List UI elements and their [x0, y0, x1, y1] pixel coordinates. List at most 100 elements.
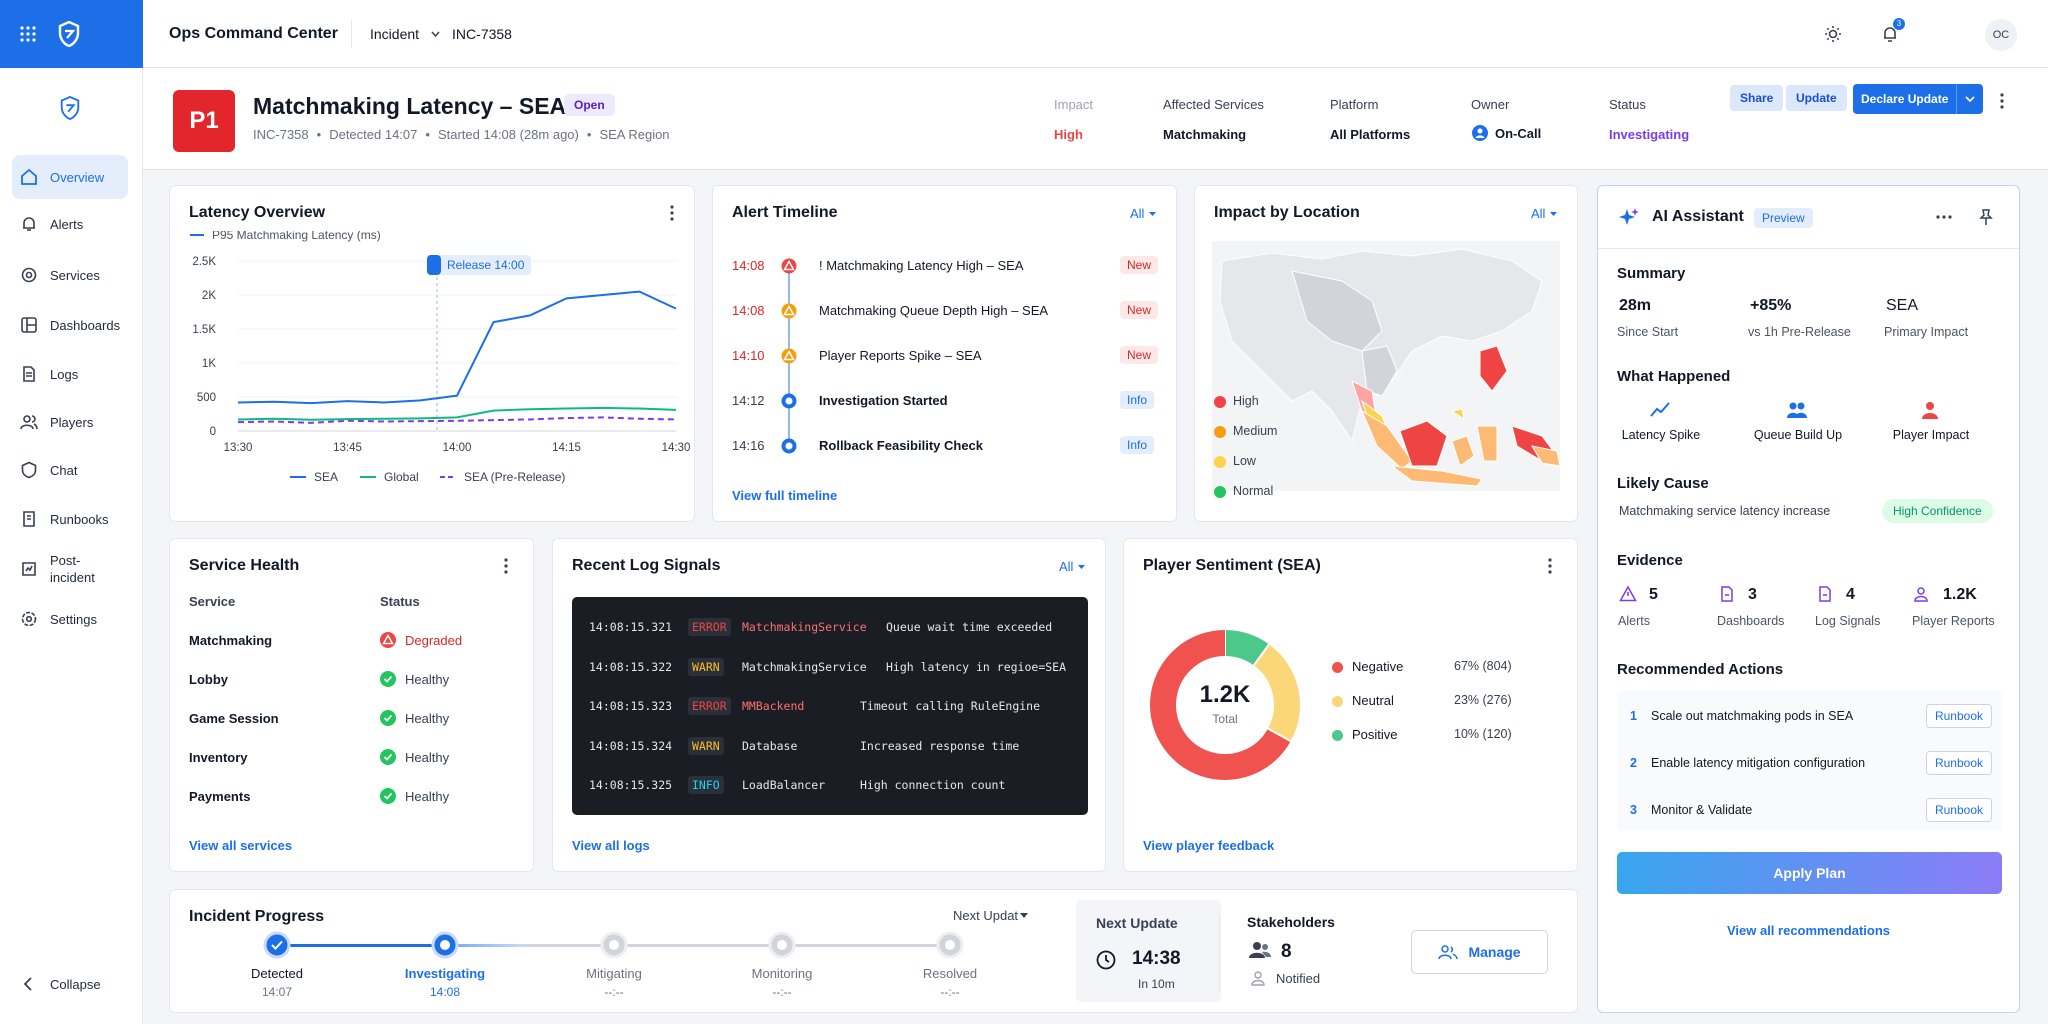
incident-detected: Detected 14:07 [329, 127, 418, 142]
chevron-down-icon[interactable] [1957, 84, 1983, 114]
sidebar-item-alerts[interactable]: Alerts [12, 202, 128, 246]
pin-icon[interactable] [1978, 208, 1994, 226]
log-row[interactable]: 14:08:15.324 WARN Database Increased respon… [572, 736, 1088, 755]
more-horizontal-icon[interactable] [1936, 214, 1952, 220]
legend-label: SEA [314, 470, 338, 484]
step-label: Resolved [922, 966, 978, 981]
card-title: Impact by Location [1214, 204, 1360, 221]
donut-slice-neutral[interactable] [1253, 644, 1300, 742]
avatar[interactable]: OC [1985, 19, 2017, 51]
log-console: 14:08:15.321 ERROR MatchmakingService Queue… [572, 597, 1088, 815]
slice-separator [1267, 727, 1292, 743]
users-icon [20, 415, 38, 430]
runbook-button[interactable]: Runbook [1925, 751, 1992, 775]
map-filter-dropdown[interactable]: All [1531, 206, 1558, 221]
donut-slice-positive[interactable] [1224, 630, 1270, 666]
sidebar-item-logs[interactable]: Logs [12, 352, 128, 396]
impact-label: Impact [1054, 97, 1094, 112]
sidebar-item-settings[interactable]: Settings [12, 597, 128, 641]
log-row[interactable]: 14:08:15.325 INFO LoadBalancer High connect… [572, 776, 1088, 794]
sidebar-item-services[interactable]: Services [12, 253, 128, 297]
owner-value[interactable]: On-Call [1472, 125, 1541, 141]
sidebar-item-post-incident[interactable]: Post-incident [12, 547, 132, 591]
timeline-item[interactable]: 14:16 Rollback Feasibility Check Info [713, 434, 1178, 460]
share-button[interactable]: Share [1730, 85, 1784, 111]
collapse-button[interactable]: Collapse [12, 962, 128, 1006]
recommended-action-item[interactable]: 1 Scale out matchmaking pods in SEA Runboo… [1617, 702, 2002, 730]
timeline-item[interactable]: 14:08 ! Matchmaking Latency High – SEA New [713, 254, 1178, 280]
donut-slice-negative[interactable] [1150, 630, 1291, 780]
timeline-item[interactable]: 14:08 Matchmaking Queue Depth High – SEA N… [713, 299, 1178, 325]
sidebar-item-runbooks[interactable]: Runbooks [12, 497, 128, 541]
view-full-timeline-link[interactable]: View full timeline [732, 488, 838, 503]
release-marker[interactable] [427, 255, 531, 275]
more-vertical-icon[interactable] [498, 557, 514, 575]
view-all-services-link[interactable]: View all services [189, 838, 293, 853]
legend-dot [1214, 426, 1226, 438]
step-resolved-node[interactable] [936, 931, 964, 959]
chevron-down-icon[interactable] [431, 31, 440, 37]
step-mitigating-node[interactable] [600, 931, 628, 959]
action-number: 2 [1630, 756, 1637, 770]
timeline-text: Matchmaking Queue Depth High – SEA [819, 303, 1049, 318]
view-all-logs-link[interactable]: View all logs [572, 838, 650, 853]
region-impact-map [1212, 241, 1560, 491]
runbook-button[interactable]: Runbook [1925, 798, 1992, 822]
sidebar-item-dashboards[interactable]: Dashboards [12, 303, 128, 347]
table-row[interactable]: Payments Healthy [170, 786, 535, 808]
y-tick-label: 1K [202, 358, 216, 370]
chart-title: P95 Matchmaking Latency (ms) [212, 231, 381, 242]
view-all-recommendations-link[interactable]: View all recommendations [1726, 923, 1891, 938]
step-monitoring-node[interactable] [768, 931, 796, 959]
more-vertical-icon[interactable] [1999, 92, 2005, 110]
clock-icon [1096, 950, 1116, 970]
log-row[interactable]: 14:08:15.323 ERROR MMBackend Timeout callin… [572, 697, 1088, 715]
what-happened-item[interactable]: Latency Spike [1601, 400, 1721, 450]
status-badge: Healthy [405, 789, 450, 804]
summary-value: SEA [1886, 297, 1919, 314]
x-tick-label: 14:30 [662, 442, 691, 454]
sidebar-item-overview[interactable]: Overview [12, 155, 128, 199]
status-badge: Healthy [405, 672, 450, 687]
table-row[interactable]: Inventory Healthy [170, 747, 535, 769]
update-button[interactable]: Update [1786, 85, 1847, 111]
apps-grid-icon[interactable] [20, 26, 36, 42]
what-happened-item[interactable]: Queue Build Up [1738, 400, 1858, 450]
timeline-time: 14:08 [732, 303, 765, 318]
timeline-badge: New [1120, 256, 1159, 274]
log-row[interactable]: 14:08:15.321 ERROR MatchmakingService Queue… [572, 618, 1088, 636]
what-happened-item[interactable]: Player Impact [1871, 400, 1991, 450]
app-title: Ops Command Center [169, 25, 338, 42]
timeline-item[interactable]: 14:10 Player Reports Spike – SEA New [713, 344, 1178, 370]
group-icon [1249, 942, 1271, 958]
timeline-filter-dropdown[interactable]: All [1130, 206, 1157, 221]
x-tick-label: 13:30 [224, 442, 253, 454]
more-vertical-icon[interactable] [664, 204, 680, 222]
timeline-item[interactable]: 14:12 Investigation Started Info [713, 389, 1178, 415]
manage-stakeholders-button[interactable]: Manage [1411, 930, 1548, 974]
breadcrumb-incident[interactable]: Incident [370, 26, 420, 42]
notifications-bell-icon[interactable] [1881, 24, 1899, 44]
runbook-button[interactable]: Runbook [1925, 704, 1992, 728]
recommended-action-item[interactable]: 2 Enable latency mitigation configuration… [1617, 749, 2002, 777]
log-row[interactable]: 14:08:15.322 WARN MatchmakingService High l… [572, 657, 1088, 676]
action-text: Monitor & Validate [1651, 803, 1753, 817]
next-update-dropdown[interactable]: Next Updat [953, 908, 1029, 923]
status-label: Status [1609, 97, 1646, 112]
more-vertical-icon[interactable] [1542, 557, 1558, 575]
stakeholders-label: Stakeholders [1247, 914, 1335, 930]
recommended-action-item[interactable]: 3 Monitor & Validate Runbook [1617, 796, 2002, 824]
step-investigating-node[interactable] [431, 931, 459, 959]
sidebar-item-players[interactable]: Players [12, 400, 128, 444]
chevron-down-icon [1020, 913, 1029, 918]
sun-icon[interactable] [1824, 25, 1842, 43]
table-row[interactable]: Matchmaking Degraded [170, 630, 535, 652]
logs-filter-dropdown[interactable]: All [1059, 559, 1086, 574]
sidebar-item-chat[interactable]: Chat [12, 448, 128, 492]
declare-update-button[interactable]: Declare Update [1853, 84, 1984, 114]
table-row[interactable]: Game Session Healthy [170, 708, 535, 730]
table-row[interactable]: Lobby Healthy [170, 669, 535, 691]
step-detected-node[interactable] [263, 931, 291, 959]
apply-plan-button[interactable]: Apply Plan [1617, 852, 2002, 894]
view-player-feedback-link[interactable]: View player feedback [1143, 838, 1275, 853]
